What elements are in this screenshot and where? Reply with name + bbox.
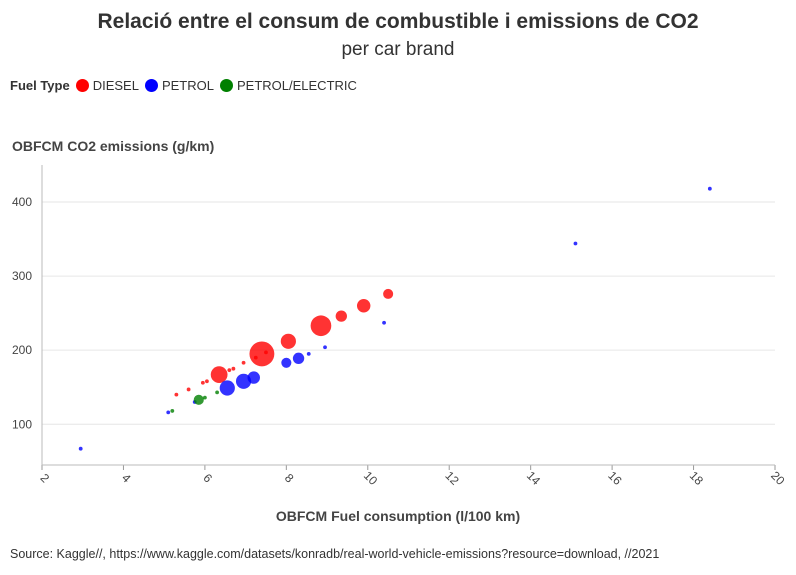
x-tick-label: 18 (687, 468, 707, 488)
data-point-petrol (292, 352, 305, 365)
x-tick-label: 12 (442, 468, 462, 488)
data-point-diesel (383, 288, 394, 299)
chart-subtitle: per car brand (341, 39, 455, 60)
data-point-diesel (249, 341, 275, 367)
data-point-petrol (281, 357, 292, 368)
data-point-petrol (166, 410, 171, 415)
data-point-diesel (280, 333, 296, 349)
y-axis-label: OBFCM CO2 emissions (g/km) (12, 138, 215, 154)
data-point-petrol (78, 446, 83, 451)
data-point-petrol-electric (170, 409, 175, 413)
x-tick-label: 6 (200, 471, 215, 486)
data-point-diesel (227, 368, 232, 373)
y-tick-label: 300 (12, 269, 32, 283)
data-point-petrol-electric (202, 395, 207, 400)
legend-item-diesel[interactable]: DIESEL (75, 78, 139, 93)
x-tick-label: 14 (524, 468, 544, 488)
data-point-petrol (382, 320, 386, 325)
data-point-diesel (264, 350, 268, 355)
data-point-diesel (356, 299, 371, 313)
data-point-petrol-electric (193, 394, 204, 405)
legend-label-petrol-electric: PETROL/ELECTRIC (236, 78, 357, 93)
data-point-diesel (200, 380, 205, 385)
legend-swatch-petrol-electric (219, 79, 233, 92)
data-point-diesel (174, 392, 179, 397)
legend-item-petrol-electric[interactable]: PETROL/ELECTRIC (219, 78, 357, 93)
data-point-diesel (205, 379, 209, 384)
data-point-diesel (210, 366, 228, 384)
data-point-petrol (323, 345, 327, 350)
data-point-diesel (186, 387, 191, 392)
legend-label-petrol: PETROL (161, 78, 214, 93)
x-axis-label: OBFCM Fuel consumption (l/100 km) (275, 508, 521, 524)
x-tick-label: 16 (605, 468, 625, 488)
y-tick-label: 100 (12, 417, 32, 431)
data-point-petrol (707, 186, 712, 191)
data-point-diesel (241, 360, 246, 365)
legend-label-diesel: DIESEL (92, 78, 139, 93)
source-note: Source: Kaggle//, https://www.kaggle.com… (10, 547, 660, 561)
data-point-petrol (219, 380, 235, 396)
legend-swatch-petrol (144, 79, 158, 92)
legend: Fuel Type DIESEL PETROL PETROL/ELECTRIC (10, 78, 363, 93)
y-tick-label: 200 (12, 343, 32, 357)
y-tick-label: 400 (12, 195, 32, 209)
legend-item-petrol[interactable]: PETROL (144, 78, 214, 93)
x-tick-label: 20 (768, 468, 788, 488)
data-point-diesel (335, 310, 347, 322)
data-point-petrol-electric (215, 390, 220, 395)
data-point-diesel (310, 315, 332, 337)
x-tick-label: 8 (282, 471, 297, 486)
data-point-petrol (247, 371, 260, 384)
x-tick-label: 2 (38, 471, 53, 486)
data-point-petrol (235, 373, 252, 389)
chart-title: Relació entre el consum de combustible i… (97, 10, 699, 33)
legend-swatch-diesel (75, 79, 89, 92)
x-tick-label: 4 (119, 471, 134, 486)
x-tick-label: 10 (361, 468, 381, 488)
data-point-petrol (573, 241, 578, 246)
legend-title: Fuel Type (10, 78, 70, 93)
data-point-petrol (306, 351, 311, 356)
data-point-diesel (231, 366, 236, 371)
